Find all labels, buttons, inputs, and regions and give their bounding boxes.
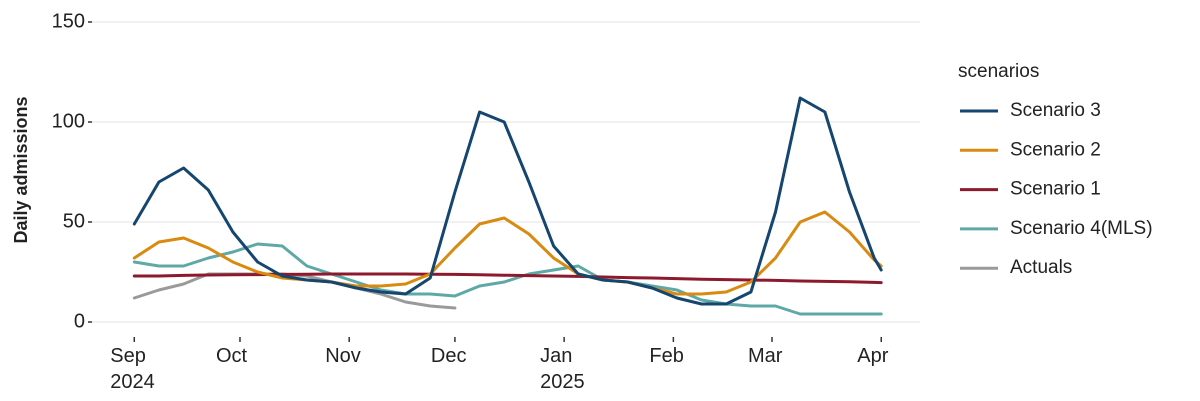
x-tick-label: Apr: [857, 345, 889, 367]
series-line: [132, 96, 883, 306]
x-tick-label: Sep 2024: [110, 345, 155, 393]
x-tick-label: Dec: [430, 345, 467, 367]
legend-label: Scenario 3: [1010, 100, 1101, 121]
legend-label: Scenario 2: [1010, 139, 1101, 160]
x-tick-label: Mar: [748, 345, 783, 367]
series-line: [132, 272, 883, 285]
x-tick-label: Jan 2025: [540, 345, 585, 393]
x-tick-label: Oct: [215, 345, 248, 367]
series-line: [132, 210, 883, 296]
legend-label: Scenario 4(MLS): [1010, 218, 1153, 239]
y-tick-label: 50: [63, 210, 85, 232]
series-line: [132, 242, 883, 316]
y-axis-label: Daily admissions: [11, 96, 31, 243]
legend-label: Scenario 1: [1010, 179, 1101, 200]
legend-title: scenarios: [958, 61, 1039, 82]
y-tick-label: 100: [52, 110, 85, 132]
legend-label: Actuals: [1010, 257, 1072, 278]
x-tick-label: Nov: [325, 345, 361, 367]
y-tick-label: 0: [74, 310, 85, 332]
y-tick-label: 150: [52, 10, 85, 32]
x-tick-label: Feb: [649, 345, 684, 367]
